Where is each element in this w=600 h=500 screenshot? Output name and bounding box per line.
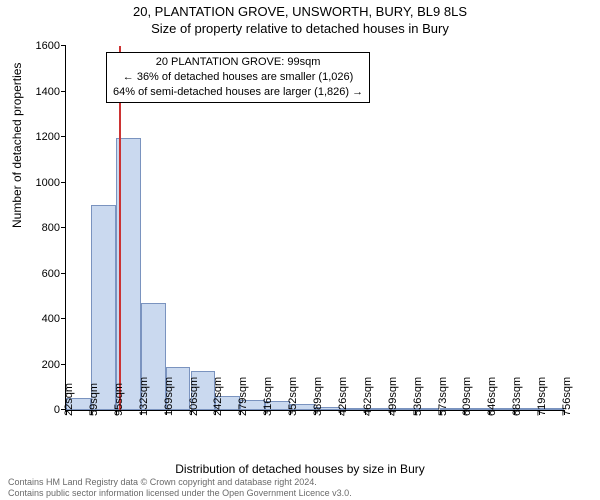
annotation-box: 20 PLANTATION GROVE: 99sqm ← 36% of deta… — [106, 52, 370, 103]
x-tick-label: 683sqm — [511, 377, 523, 416]
x-tick-label: 609sqm — [461, 377, 473, 416]
annotation-line3: 64% of semi-detached houses are larger (… — [113, 85, 363, 100]
x-tick-label: 132sqm — [138, 377, 150, 416]
y-tick-label: 1000 — [36, 177, 66, 189]
chart-title-line1: 20, PLANTATION GROVE, UNSWORTH, BURY, BL… — [0, 4, 600, 19]
annotation-line2: ← 36% of detached houses are smaller (1,… — [113, 70, 363, 85]
x-tick-label: 279sqm — [237, 377, 249, 416]
y-tick-label: 400 — [42, 313, 66, 325]
x-tick-label: 719sqm — [536, 377, 548, 416]
y-tick-label: 1600 — [36, 40, 66, 52]
x-tick-label: 499sqm — [387, 377, 399, 416]
x-tick-label: 352sqm — [287, 377, 299, 416]
x-tick-label: 95sqm — [113, 383, 125, 416]
x-tick-label: 206sqm — [188, 377, 200, 416]
footer-line1: Contains HM Land Registry data © Crown c… — [8, 477, 592, 487]
chart-title-line2: Size of property relative to detached ho… — [0, 21, 600, 36]
x-tick-label: 646sqm — [486, 377, 498, 416]
x-tick-label: 389sqm — [312, 377, 324, 416]
x-tick-label: 462sqm — [362, 377, 374, 416]
y-tick-label: 1200 — [36, 131, 66, 143]
chart-container: 20, PLANTATION GROVE, UNSWORTH, BURY, BL… — [0, 0, 600, 500]
plot-area: 02004006008001000120014001600 22sqm59sqm… — [65, 46, 564, 411]
x-tick-label: 756sqm — [561, 377, 573, 416]
y-tick-label: 800 — [42, 222, 66, 234]
x-tick-label: 22sqm — [63, 383, 75, 416]
y-axis-label: Number of detached properties — [10, 63, 24, 228]
y-tick-label: 600 — [42, 268, 66, 280]
bar — [91, 205, 116, 410]
x-axis-label: Distribution of detached houses by size … — [0, 462, 600, 476]
y-tick-label: 200 — [42, 359, 66, 371]
annotation-line1: 20 PLANTATION GROVE: 99sqm — [113, 55, 363, 70]
x-tick-label: 573sqm — [437, 377, 449, 416]
x-tick-label: 242sqm — [212, 377, 224, 416]
footer: Contains HM Land Registry data © Crown c… — [8, 477, 592, 498]
y-tick-label: 1400 — [36, 86, 66, 98]
x-tick-label: 536sqm — [412, 377, 424, 416]
x-tick-label: 169sqm — [163, 377, 175, 416]
footer-line2: Contains public sector information licen… — [8, 488, 592, 498]
x-tick-label: 59sqm — [88, 383, 100, 416]
x-tick-label: 316sqm — [262, 377, 274, 416]
x-tick-label: 426sqm — [337, 377, 349, 416]
